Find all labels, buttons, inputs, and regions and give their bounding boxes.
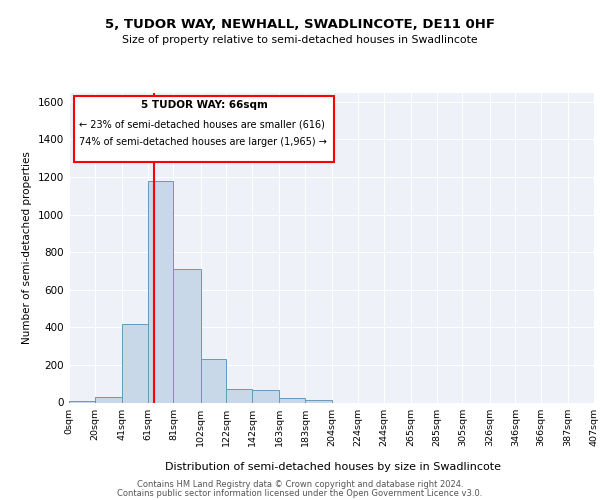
Bar	[122, 324, 148, 402]
Text: 74% of semi-detached houses are larger (1,965) →: 74% of semi-detached houses are larger (…	[79, 137, 327, 147]
Bar	[95, 397, 122, 402]
Text: 5, TUDOR WAY, NEWHALL, SWADLINCOTE, DE11 0HF: 5, TUDOR WAY, NEWHALL, SWADLINCOTE, DE11…	[105, 18, 495, 30]
Bar	[69, 400, 95, 402]
Bar	[200, 360, 226, 403]
Bar	[252, 390, 279, 402]
Bar	[279, 398, 305, 402]
Bar	[148, 181, 173, 402]
Bar	[305, 400, 332, 402]
Text: Distribution of semi-detached houses by size in Swadlincote: Distribution of semi-detached houses by …	[165, 462, 501, 472]
Bar	[173, 269, 200, 402]
Y-axis label: Number of semi-detached properties: Number of semi-detached properties	[22, 151, 32, 344]
Text: Contains public sector information licensed under the Open Government Licence v3: Contains public sector information licen…	[118, 489, 482, 498]
Text: ← 23% of semi-detached houses are smaller (616): ← 23% of semi-detached houses are smalle…	[79, 120, 325, 130]
Text: Size of property relative to semi-detached houses in Swadlincote: Size of property relative to semi-detach…	[122, 35, 478, 45]
Text: Contains HM Land Registry data © Crown copyright and database right 2024.: Contains HM Land Registry data © Crown c…	[137, 480, 463, 489]
Text: 5 TUDOR WAY: 66sqm: 5 TUDOR WAY: 66sqm	[141, 100, 268, 110]
Bar	[226, 390, 252, 402]
